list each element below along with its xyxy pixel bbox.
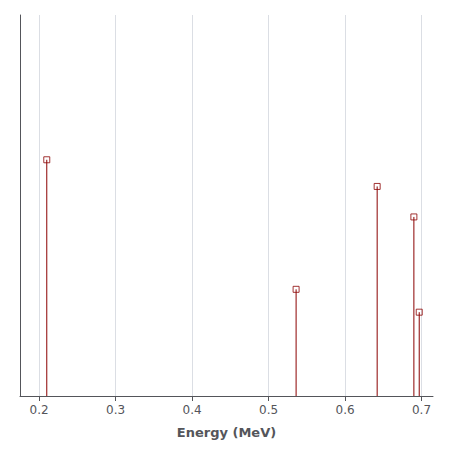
svg-text:0.5: 0.5 <box>259 403 278 417</box>
svg-text:0.3: 0.3 <box>106 403 125 417</box>
svg-text:0.4: 0.4 <box>183 403 202 417</box>
svg-text:0.2: 0.2 <box>30 403 49 417</box>
svg-text:Energy (MeV): Energy (MeV) <box>177 425 276 440</box>
svg-text:0.6: 0.6 <box>335 403 354 417</box>
svg-text:0.7: 0.7 <box>412 403 431 417</box>
